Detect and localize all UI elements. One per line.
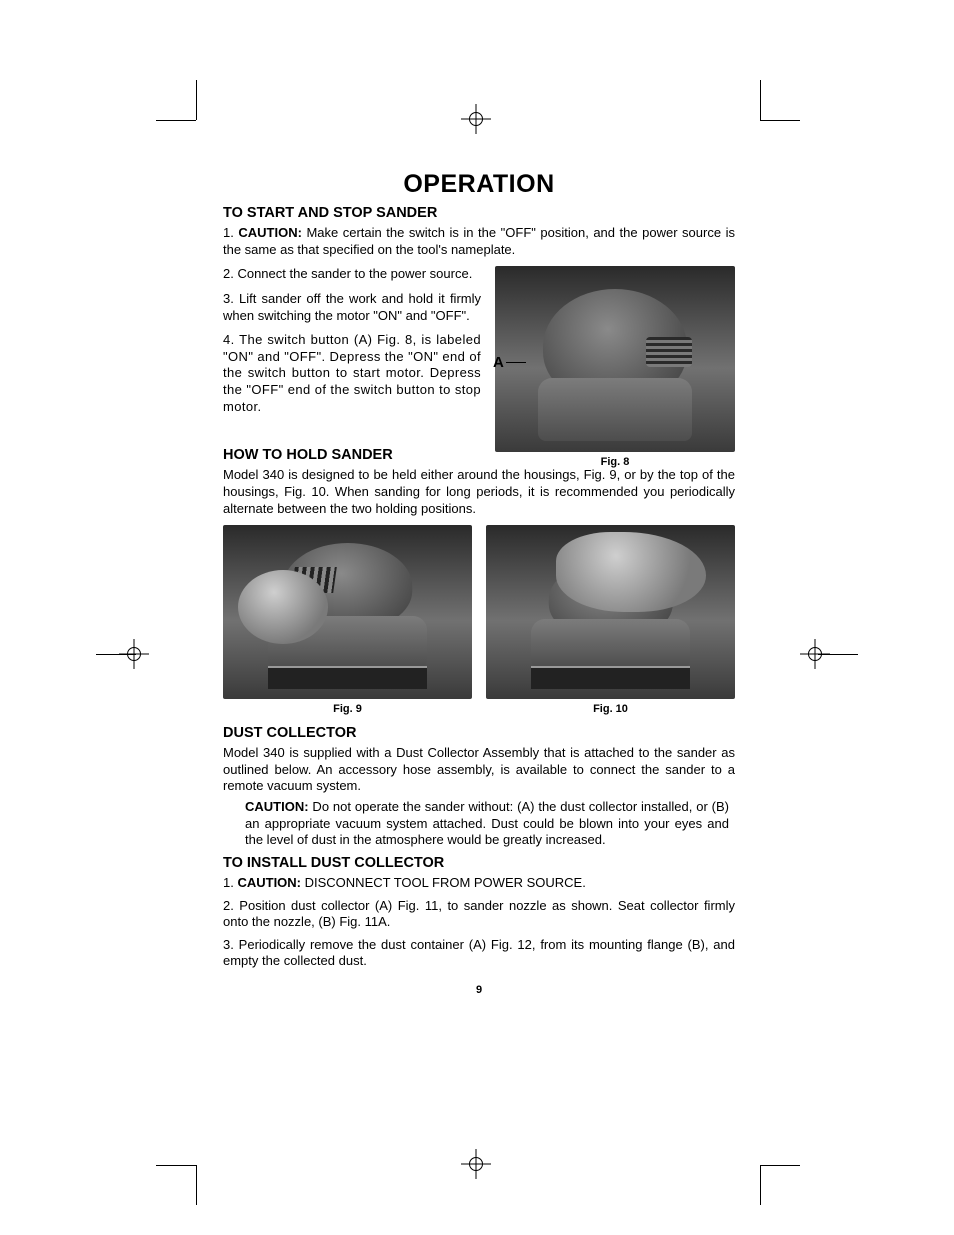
paragraph-hold-1: Model 340 is designed to be held either … bbox=[223, 467, 735, 517]
page-title: OPERATION bbox=[223, 170, 735, 199]
crop-mark bbox=[818, 654, 858, 655]
paragraph-start-stop-1: 1. CAUTION: Make certain the switch is i… bbox=[223, 225, 735, 258]
figure-row: Fig. 9 Fig. 10 bbox=[223, 525, 735, 715]
figure-8-image bbox=[495, 266, 735, 452]
hand-illustration bbox=[238, 570, 328, 644]
crop-mark bbox=[196, 1165, 197, 1205]
text: DISCONNECT TOOL FROM POWER SOURCE. bbox=[301, 875, 586, 890]
sander-illustration bbox=[268, 666, 427, 689]
crop-mark bbox=[760, 120, 800, 121]
content-area: OPERATION TO START AND STOP SANDER 1. CA… bbox=[223, 170, 735, 996]
figure-8-wrap: A Fig. 8 2. Connect the sander to the po… bbox=[223, 266, 735, 415]
paragraph-start-stop-4: 4. The switch button (A) Fig. 8, is labe… bbox=[223, 332, 481, 415]
sander-illustration bbox=[646, 337, 692, 367]
callout-line bbox=[506, 362, 526, 363]
caution-label: CAUTION: bbox=[245, 799, 309, 814]
figure-9-image bbox=[223, 525, 472, 699]
crop-mark bbox=[760, 1165, 800, 1166]
crop-mark bbox=[156, 120, 196, 121]
figure-9: Fig. 9 bbox=[223, 525, 472, 715]
paragraph-dust-1: Model 340 is supplied with a Dust Collec… bbox=[223, 745, 735, 795]
figure-10: Fig. 10 bbox=[486, 525, 735, 715]
page: OPERATION TO START AND STOP SANDER 1. CA… bbox=[0, 0, 954, 1235]
paragraph-start-stop-2: 2. Connect the sander to the power sourc… bbox=[223, 266, 481, 283]
registration-mark-top bbox=[467, 110, 485, 128]
caution-block: CAUTION: Do not operate the sander witho… bbox=[223, 799, 735, 849]
heading-install: TO INSTALL DUST COLLECTOR bbox=[223, 855, 735, 871]
heading-start-stop: TO START AND STOP SANDER bbox=[223, 205, 735, 221]
list-number: 1. bbox=[223, 875, 237, 890]
paragraph-install-3: 3. Periodically remove the dust containe… bbox=[223, 937, 735, 970]
heading-dust: DUST COLLECTOR bbox=[223, 725, 735, 741]
crop-mark bbox=[156, 1165, 196, 1166]
figure-10-caption: Fig. 10 bbox=[486, 703, 735, 715]
registration-mark-bottom bbox=[467, 1155, 485, 1173]
crop-mark bbox=[760, 1165, 761, 1205]
crop-mark bbox=[196, 80, 197, 120]
callout-pointer-a: A bbox=[493, 354, 528, 371]
sander-illustration bbox=[538, 378, 692, 441]
caution-label: CAUTION: bbox=[237, 875, 301, 890]
sander-illustration bbox=[531, 619, 690, 668]
paragraph-start-stop-3: 3. Lift sander off the work and hold it … bbox=[223, 291, 481, 324]
text: Do not operate the sander without: (A) t… bbox=[245, 799, 729, 847]
figure-8-caption: Fig. 8 bbox=[495, 456, 735, 468]
paragraph-install-2: 2. Position dust collector (A) Fig. 11, … bbox=[223, 898, 735, 931]
callout-label: A bbox=[493, 354, 504, 371]
figure-8: A Fig. 8 bbox=[495, 266, 735, 468]
page-number: 9 bbox=[223, 984, 735, 996]
sander-illustration bbox=[531, 666, 690, 689]
figure-9-caption: Fig. 9 bbox=[223, 703, 472, 715]
caution-label: CAUTION: bbox=[238, 225, 302, 240]
caution-text: CAUTION: Do not operate the sander witho… bbox=[245, 799, 729, 849]
crop-mark bbox=[760, 80, 761, 120]
figure-10-image bbox=[486, 525, 735, 699]
paragraph-install-1: 1. CAUTION: DISCONNECT TOOL FROM POWER S… bbox=[223, 875, 735, 892]
list-number: 1. bbox=[223, 225, 238, 240]
crop-mark bbox=[96, 654, 136, 655]
hand-illustration bbox=[556, 532, 706, 612]
